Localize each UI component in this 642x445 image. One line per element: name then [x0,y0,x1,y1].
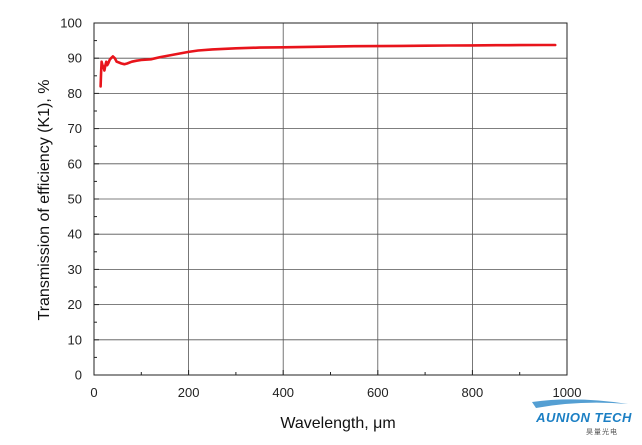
y-axis-title: Transmission of efficiency (K1), % [36,80,53,321]
y-tick-label: 20 [68,297,82,312]
x-tick-label: 1000 [553,385,582,400]
x-tick-label: 0 [90,385,97,400]
logo-subtitle: 昊量光电 [586,427,618,436]
x-tick-label: 200 [178,385,200,400]
y-tick-label: 90 [68,51,82,66]
y-tick-label: 0 [75,368,82,383]
y-tick-label: 80 [68,86,82,101]
x-axis-title: Wavelength, μm [280,415,395,432]
x-tick-label: 600 [367,385,389,400]
y-tick-label: 100 [60,16,82,31]
company-logo: AUNION TECH 昊量光电 [532,399,632,436]
x-tick-label: 800 [462,385,484,400]
series-layer [99,43,557,88]
y-tick-label: 60 [68,156,82,171]
logo-name: AUNION TECH [535,410,632,425]
logo-swoosh-icon [532,399,628,408]
axis-ticks [93,22,568,376]
grid-lines [94,23,567,375]
y-tick-label: 50 [68,192,82,207]
series-line [99,43,557,88]
y-tick-label: 70 [68,121,82,136]
x-tick-label: 400 [272,385,294,400]
y-tick-label: 30 [68,262,82,277]
y-tick-label: 40 [68,227,82,242]
y-tick-label: 10 [68,332,82,347]
